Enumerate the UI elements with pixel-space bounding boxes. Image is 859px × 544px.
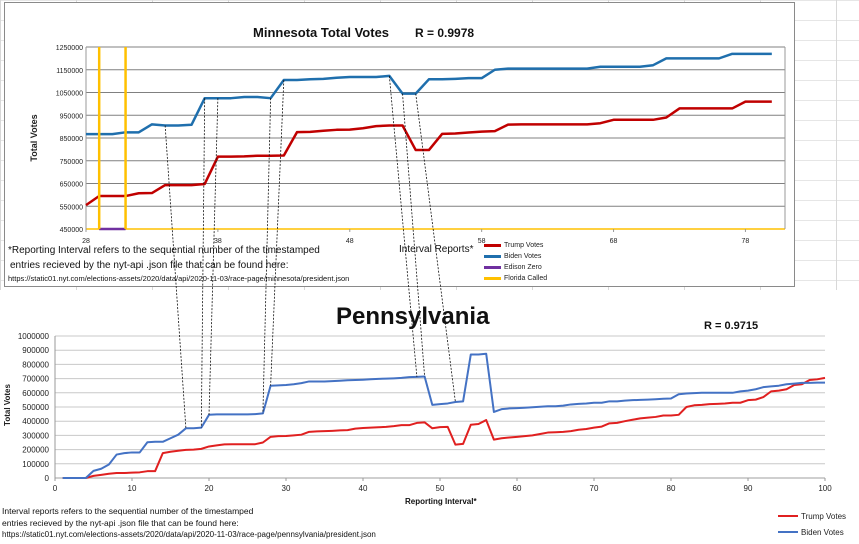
legend-item-florida: Florida Called [484, 273, 547, 284]
legend-swatch-biden [778, 531, 798, 533]
pennsylvania-x-tick-label: 90 [744, 484, 753, 493]
minnesota-footnote-line2: entries recieved by the nyt-api .json fi… [10, 260, 289, 271]
minnesota-y-axis-label: Total Votes [29, 114, 39, 161]
interval-connector-line [388, 75, 418, 377]
pennsylvania-x-tick-label: 10 [128, 484, 137, 493]
interval-connector-line [270, 79, 285, 386]
legend-item-edison: Edison Zero [484, 262, 547, 273]
interval-connector-line [415, 93, 456, 403]
pennsylvania-y-axis-label: Total Votes [3, 383, 12, 425]
minnesota-y-tick-label: 750000 [60, 159, 83, 166]
pennsylvania-y-tick-label: 1000000 [18, 332, 50, 341]
pennsylvania-y-tick-label: 300000 [22, 431, 49, 440]
pennsylvania-r-value: R = 0.9715 [704, 320, 759, 332]
legend-label-edison: Edison Zero [504, 264, 542, 271]
legend-item-biden: Biden Votes [484, 251, 547, 262]
legend-swatch-trump [484, 244, 501, 247]
minnesota-trump-votes-series [85, 100, 772, 207]
interval-connector-line [402, 93, 425, 377]
pennsylvania-y-tick-label: 700000 [22, 375, 49, 384]
pennsylvania-y-tick-label: 400000 [22, 417, 49, 426]
pennsylvania-x-tick-label: 40 [359, 484, 368, 493]
minnesota-biden-votes-series [86, 52, 772, 136]
minnesota-y-tick-label: 1150000 [56, 68, 83, 75]
minnesota-x-tick-label: 38 [214, 238, 222, 245]
minnesota-x-tick-label: 68 [610, 238, 618, 245]
minnesota-x-axis-label: Interval Reports* [399, 244, 474, 255]
pennsylvania-legend: Trump Votes Biden Votes [778, 508, 846, 540]
minnesota-y-tick-label: 950000 [60, 113, 83, 120]
minnesota-y-tick-label: 550000 [60, 204, 83, 211]
pennsylvania-y-tick-label: 100000 [22, 460, 49, 469]
pennsylvania-y-tick-label: 900000 [22, 346, 49, 355]
minnesota-footnote-url: https://static01.nyt.com/elections-asset… [8, 274, 350, 283]
pennsylvania-x-tick-label: 60 [513, 484, 522, 493]
legend-label-biden: Biden Votes [801, 527, 844, 537]
pennsylvania-y-tick-label: 500000 [22, 403, 49, 412]
pennsylvania-x-tick-label: 80 [667, 484, 676, 493]
pennsylvania-chart-frame[interactable] [0, 290, 859, 544]
pennsylvania-x-tick-label: 70 [590, 484, 599, 493]
interval-connector-line [200, 98, 206, 428]
legend-swatch-florida [484, 277, 501, 280]
pennsylvania-y-tick-label: 600000 [22, 389, 49, 398]
pennsylvania-chart-title: Pennsylvania [336, 303, 490, 330]
pennsylvania-x-tick-label: 20 [205, 484, 214, 493]
interval-connector-line [164, 125, 187, 429]
minnesota-footnote-line1: *Reporting Interval refers to the sequen… [8, 245, 320, 256]
minnesota-y-tick-label: 450000 [60, 227, 83, 234]
minnesota-x-tick-label: 78 [742, 238, 750, 245]
legend-label-florida: Florida Called [504, 275, 548, 282]
minnesota-y-tick-label: 850000 [60, 136, 83, 143]
legend-label-biden: Biden Votes [504, 253, 542, 260]
pennsylvania-footnote-url: https://static01.nyt.com/elections-asset… [2, 530, 376, 539]
pennsylvania-x-tick-label: 30 [282, 484, 291, 493]
pennsylvania-y-tick-label: 800000 [22, 360, 49, 369]
legend-label-trump: Trump Votes [504, 242, 544, 249]
legend-item-trump: Trump Votes [484, 240, 547, 251]
minnesota-x-tick-label: 28 [82, 238, 90, 245]
legend-swatch-biden [484, 255, 501, 258]
minnesota-y-tick-label: 1250000 [56, 45, 83, 52]
pennsylvania-footnote-line1: Interval reports refers to the sequentia… [2, 506, 254, 516]
minnesota-x-tick-label: 48 [346, 238, 354, 245]
pennsylvania-x-tick-label: 50 [436, 484, 445, 493]
pennsylvania-footnote-line2: entries recieved by the nyt-api .json fi… [2, 518, 239, 528]
legend-swatch-edison [484, 266, 501, 269]
pennsylvania-x-axis-label: Reporting Interval* [405, 497, 477, 506]
legend-item-trump: Trump Votes [778, 508, 846, 524]
pennsylvania-trump-votes-series [62, 376, 826, 479]
minnesota-r-value: R = 0.9978 [415, 26, 475, 40]
minnesota-x-tick-label: 58 [478, 238, 486, 245]
pennsylvania-x-tick-label: 0 [53, 484, 58, 493]
interval-connector-line [262, 98, 272, 414]
legend-swatch-trump [778, 515, 798, 517]
pennsylvania-y-tick-label: 200000 [22, 446, 49, 455]
legend-label-trump: Trump Votes [801, 511, 847, 521]
minnesota-chart-frame[interactable] [4, 2, 795, 287]
minnesota-y-tick-label: 650000 [60, 182, 83, 189]
pennsylvania-biden-votes-series [62, 352, 825, 479]
minnesota-y-tick-label: 1050000 [56, 91, 83, 98]
minnesota-legend: Trump Votes Biden Votes Edison Zero Flor… [484, 240, 547, 284]
pennsylvania-x-tick-label: 100 [818, 484, 832, 493]
minnesota-chart-title: Minnesota Total Votes [253, 25, 390, 40]
legend-item-biden: Biden Votes [778, 524, 846, 540]
interval-connector-line [208, 98, 219, 415]
pennsylvania-y-tick-label: 0 [45, 474, 50, 483]
